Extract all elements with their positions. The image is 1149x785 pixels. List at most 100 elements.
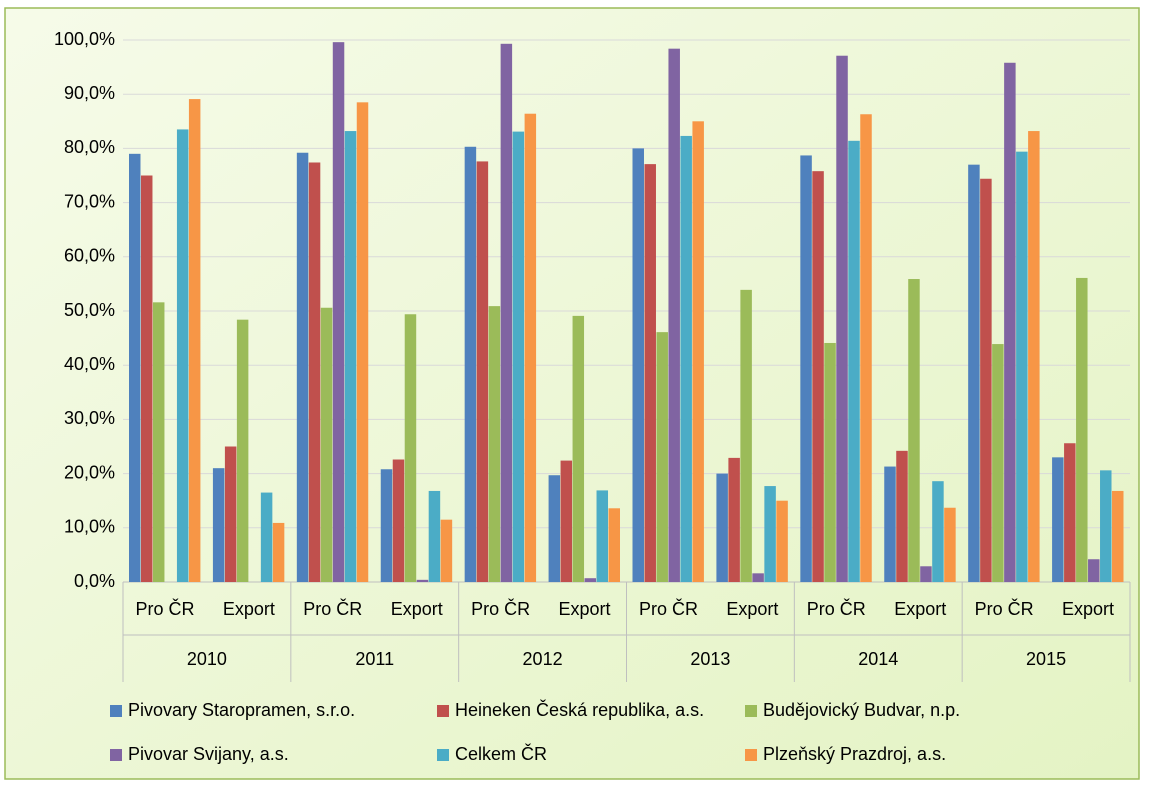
x-tick-label: Export <box>726 599 778 619</box>
y-tick-label: 30,0% <box>64 408 115 428</box>
bar <box>392 459 405 582</box>
y-tick-label: 50,0% <box>64 300 115 320</box>
bar <box>800 155 812 583</box>
y-tick-label: 40,0% <box>64 354 115 374</box>
y-tick-label: 20,0% <box>64 462 115 482</box>
x-tick-label: Export <box>391 599 443 619</box>
bar <box>476 161 489 582</box>
x-tick-label: Export <box>894 599 946 619</box>
bar <box>308 162 321 582</box>
legend-swatch <box>437 749 449 761</box>
bar <box>1100 470 1112 582</box>
bar <box>440 519 453 582</box>
bar <box>776 500 788 582</box>
bar <box>1016 151 1028 583</box>
legend-swatch <box>745 705 757 717</box>
x-tick-label: Pro ČR <box>135 598 194 619</box>
legend-label: Budějovický Budvar, n.p. <box>763 700 960 720</box>
y-tick-label: 100,0% <box>54 29 115 49</box>
bar <box>944 507 956 582</box>
bar <box>1028 131 1040 582</box>
bar <box>320 307 333 582</box>
bar <box>884 466 896 582</box>
bar <box>512 131 525 582</box>
bar <box>356 102 369 582</box>
bar <box>428 490 441 582</box>
legend-label: Plzeňský Prazdroj, a.s. <box>763 744 946 764</box>
bar <box>716 473 728 582</box>
bar <box>740 289 752 582</box>
bar <box>416 579 429 582</box>
bar <box>1076 277 1088 582</box>
bar <box>932 481 944 582</box>
bar <box>1112 490 1124 582</box>
bar <box>488 306 501 582</box>
bar <box>728 457 740 582</box>
bar <box>524 113 537 582</box>
bar <box>129 153 141 582</box>
y-tick-label: 80,0% <box>64 137 115 157</box>
bar <box>272 522 285 582</box>
bar <box>824 342 836 582</box>
bar <box>692 121 704 583</box>
bar <box>548 475 561 582</box>
x-tick-label: Export <box>559 599 611 619</box>
group-label: 2014 <box>858 649 898 669</box>
bar <box>680 135 692 582</box>
bar <box>500 43 513 582</box>
bar <box>608 508 620 582</box>
bar <box>980 178 992 582</box>
x-tick-label: Pro ČR <box>639 598 698 619</box>
bar <box>212 468 225 582</box>
x-tick-label: Pro ČR <box>303 598 362 619</box>
y-tick-label: 60,0% <box>64 246 115 266</box>
bar <box>596 490 609 582</box>
bar <box>560 460 573 582</box>
y-tick-label: 0,0% <box>74 571 115 591</box>
bar <box>1004 62 1016 583</box>
bar <box>464 146 477 583</box>
x-tick-label: Pro ČR <box>471 598 530 619</box>
bar <box>836 55 848 582</box>
bar <box>752 573 764 582</box>
x-tick-label: Export <box>223 599 275 619</box>
bar <box>224 446 237 582</box>
bar <box>920 566 932 582</box>
bar <box>1052 457 1064 582</box>
bar <box>296 152 309 582</box>
bar <box>584 578 597 582</box>
bar <box>404 314 417 582</box>
group-label: 2012 <box>523 649 563 669</box>
bar <box>896 450 908 582</box>
bar <box>176 129 189 582</box>
bar <box>188 99 201 582</box>
bar <box>656 332 668 582</box>
legend-label: Celkem ČR <box>455 743 547 764</box>
bar <box>572 315 585 582</box>
legend-swatch <box>110 749 122 761</box>
bar <box>140 175 153 582</box>
bar <box>632 148 644 582</box>
bar <box>1064 443 1076 582</box>
bar <box>644 164 656 583</box>
bar <box>1088 559 1100 582</box>
bar <box>764 486 776 582</box>
bar <box>812 171 824 582</box>
group-label: 2011 <box>355 649 394 669</box>
bar <box>668 48 680 583</box>
y-tick-label: 90,0% <box>64 83 115 103</box>
legend-swatch <box>745 749 757 761</box>
legend-label: Pivovary Staropramen, s.r.o. <box>128 700 355 720</box>
x-tick-label: Pro ČR <box>807 598 866 619</box>
bar <box>152 302 165 582</box>
legend-label: Heineken Česká republika, a.s. <box>455 699 704 720</box>
bar <box>908 279 920 582</box>
y-tick-label: 70,0% <box>64 191 115 211</box>
bar <box>848 140 860 582</box>
bar <box>344 131 357 582</box>
group-label: 2013 <box>690 649 730 669</box>
bar <box>860 114 872 582</box>
bar <box>332 42 345 583</box>
bar <box>260 492 273 582</box>
